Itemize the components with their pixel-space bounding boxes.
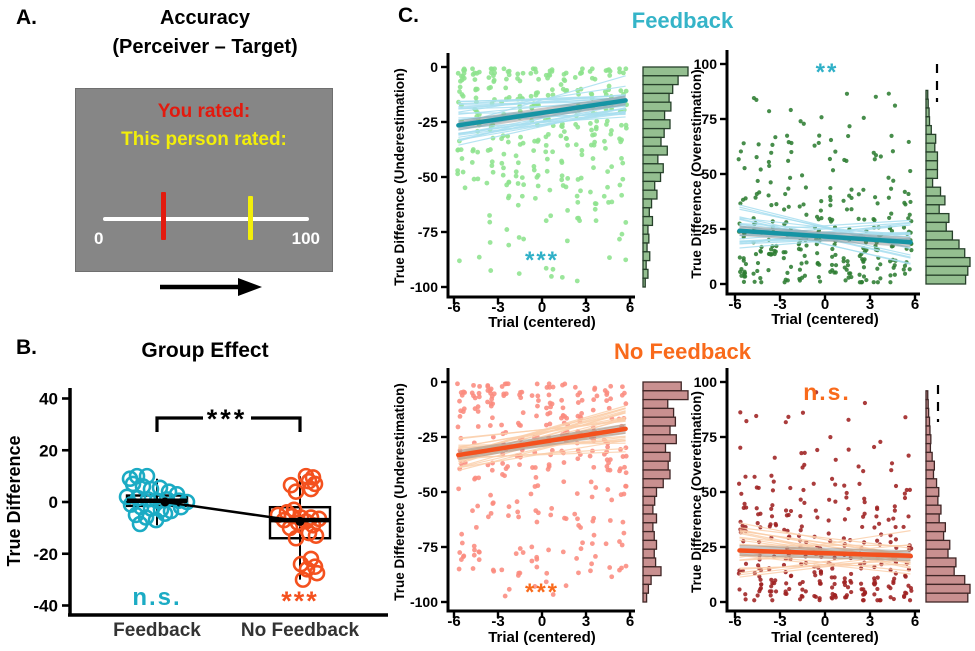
- svg-text:0: 0: [821, 296, 829, 313]
- svg-text:75: 75: [701, 111, 717, 127]
- svg-text:50: 50: [701, 166, 717, 182]
- svg-text:-6: -6: [728, 613, 741, 630]
- panel-b-title: Group Effect: [141, 339, 269, 362]
- scale-min-label: 0: [94, 229, 104, 248]
- svg-text:-50: -50: [418, 169, 438, 185]
- feedback-underestimation-scatter: 0 -25 -50 -75 -100 -6 -3 0 3 6 True Difference (Un…: [392, 53, 689, 330]
- svg-text:Trial (centered): Trial (centered): [771, 311, 879, 328]
- svg-text:Trial (centered): Trial (centered): [488, 314, 596, 330]
- feedback-heading: Feedback: [631, 8, 734, 33]
- person-rated-text: This person rated:: [121, 129, 287, 150]
- svg-text:20: 20: [39, 441, 58, 460]
- direction-arrow-icon: [160, 278, 262, 296]
- group-effect-boxplot: 40 20 0 -20 -40 True Difference n.s. Feedback **…: [4, 388, 388, 641]
- svg-text:-3: -3: [773, 296, 786, 313]
- svg-text:-100: -100: [410, 594, 438, 610]
- svg-text:n.s.: n.s.: [132, 584, 181, 611]
- svg-text:True Difference (Overestimatio: True Difference (Overestimation): [690, 69, 704, 278]
- svg-text:6: 6: [626, 299, 634, 316]
- svg-text:***: ***: [525, 579, 559, 606]
- panel-b-label: B.: [16, 336, 37, 360]
- svg-text:Feedback: Feedback: [113, 620, 201, 641]
- svg-text:0: 0: [709, 594, 717, 610]
- feedback-overestimation-scatter: 100 75 50 25 0 -6 -3 0 3 6 True Difference (Overes…: [690, 50, 971, 328]
- panel-a-label-text: A.: [16, 6, 37, 29]
- svg-text:25: 25: [701, 539, 717, 555]
- panel-a-title: Accuracy (Perceiver – Target): [40, 4, 370, 62]
- svg-text:40: 40: [39, 390, 58, 409]
- svg-text:-50: -50: [418, 484, 438, 500]
- svg-text:-6: -6: [447, 613, 460, 630]
- svg-text:100: 100: [694, 374, 718, 390]
- svg-text:Trial (centered): Trial (centered): [488, 629, 596, 646]
- you-rated-text: You rated:: [157, 101, 251, 122]
- rating-stimulus-box: You rated: This person rated: 0 100: [75, 88, 333, 272]
- svg-text:0: 0: [821, 613, 829, 630]
- svg-text:-25: -25: [418, 429, 438, 445]
- svg-text:0: 0: [538, 613, 546, 630]
- svg-text:True Difference (Underestimati: True Difference (Underestimation): [392, 68, 407, 286]
- svg-text:75: 75: [701, 429, 717, 445]
- svg-text:0: 0: [430, 59, 438, 75]
- svg-text:-75: -75: [418, 224, 438, 240]
- nofeedback-underestimation-scatter: 0 -25 -50 -75 -100 -6 -3 0 3 6 True Difference (Un…: [392, 368, 689, 646]
- panel-a-title-line2: (Perceiver – Target): [112, 36, 298, 58]
- svg-text:6: 6: [911, 613, 919, 630]
- panel-a-label: A.: [16, 6, 37, 30]
- svg-text:-40: -40: [33, 597, 58, 616]
- svg-text:100: 100: [694, 56, 718, 72]
- svg-text:-25: -25: [418, 114, 438, 130]
- svg-text:25: 25: [701, 221, 717, 237]
- svg-text:***: ***: [281, 586, 319, 616]
- svg-text:6: 6: [626, 613, 634, 630]
- svg-text:3: 3: [866, 296, 874, 313]
- svg-text:True Difference: True Difference: [4, 435, 24, 566]
- svg-text:***: ***: [525, 247, 559, 274]
- svg-text:-6: -6: [728, 296, 741, 313]
- svg-text:0: 0: [538, 299, 546, 316]
- svg-text:-3: -3: [773, 613, 786, 630]
- you-rating-marker: [161, 192, 166, 240]
- panel-b-label-text: B.: [16, 336, 37, 359]
- svg-text:Trial (centered): Trial (centered): [771, 629, 879, 646]
- svg-text:No Feedback: No Feedback: [241, 620, 360, 641]
- svg-text:***: ***: [207, 404, 248, 434]
- nofeedback-overestimation-scatter: 100 75 50 25 0 -6 -3 0 3 6 True Difference (Overet…: [690, 368, 971, 646]
- svg-text:-3: -3: [491, 613, 504, 630]
- rating-scale-line: [103, 217, 309, 221]
- panel-a-title-line1: Accuracy: [159, 7, 251, 29]
- svg-text:True Difference (Overetimation: True Difference (Overetimation): [690, 391, 704, 593]
- nofeedback-heading: No Feedback: [614, 339, 751, 364]
- svg-text:-3: -3: [491, 299, 504, 316]
- svg-text:50: 50: [701, 484, 717, 500]
- panel-c-label: C.: [398, 4, 419, 28]
- svg-text:n.s.: n.s.: [803, 379, 851, 405]
- svg-text:3: 3: [866, 613, 874, 630]
- svg-text:-100: -100: [410, 279, 438, 295]
- person-rating-marker: [248, 196, 253, 240]
- panel-c-label-text: C.: [398, 4, 419, 27]
- svg-text:-75: -75: [418, 539, 438, 555]
- svg-text:3: 3: [582, 299, 590, 316]
- svg-text:-6: -6: [447, 299, 460, 316]
- svg-text:-20: -20: [33, 545, 58, 564]
- svg-text:0: 0: [709, 276, 717, 292]
- scale-max-label: 100: [291, 229, 320, 248]
- svg-text:0: 0: [49, 493, 58, 512]
- svg-text:True Difference (Underestimati: True Difference (Underestimation): [392, 383, 407, 601]
- svg-text:0: 0: [430, 374, 438, 390]
- svg-text:3: 3: [582, 613, 590, 630]
- svg-text:**: **: [816, 59, 839, 86]
- svg-text:6: 6: [911, 296, 919, 313]
